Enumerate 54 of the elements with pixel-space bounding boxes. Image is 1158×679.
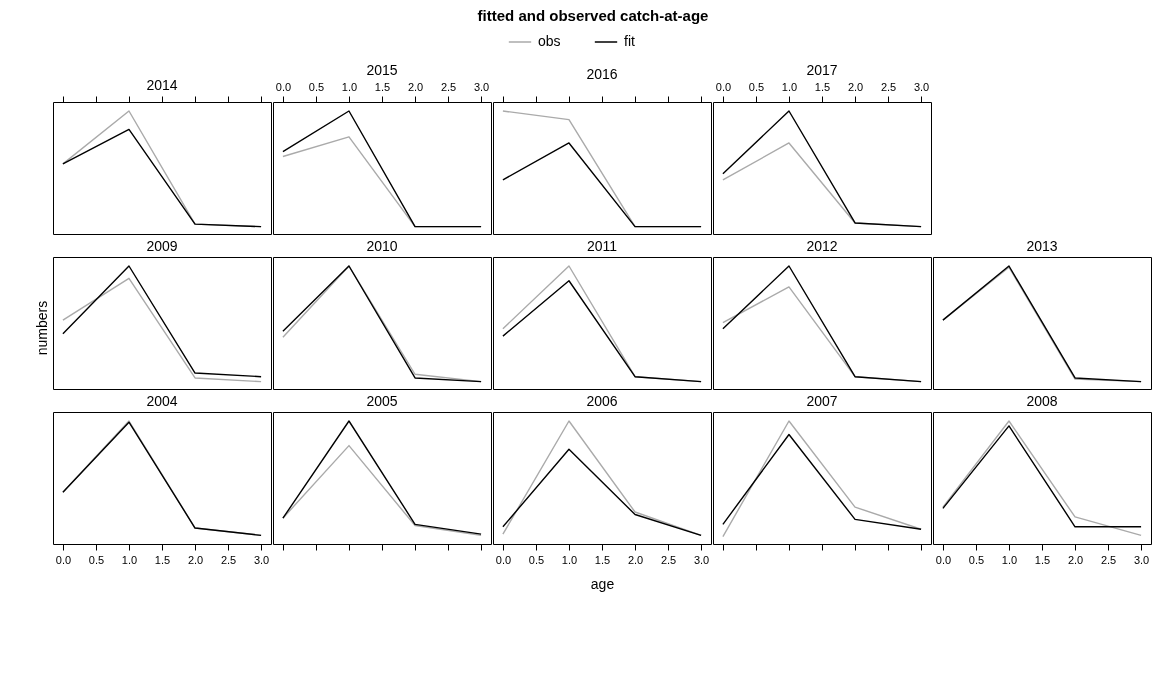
x-tick-label: 0.0 [275,80,292,93]
x-tick-label: 1.0 [781,80,798,93]
chart-title: 2005 [366,393,398,409]
text: fitted and observed catch-at-age [477,6,709,24]
legend-label: fit [624,33,635,49]
chart-title: 2010 [366,238,398,254]
x-tick-label: 3.0 [473,80,490,93]
x-tick-label: 2.5 [440,80,457,93]
chart-title: 2014 [146,76,178,93]
x-tick-label: 2.0 [187,553,204,566]
chart-title: 2006 [586,393,618,409]
x-tick-label: 2.5 [1100,553,1117,566]
x-tick-label: 0.0 [715,80,732,93]
chart-title: 2008 [1026,393,1058,409]
x-tick-label: 2.5 [880,80,897,93]
x-tick-label: 1.5 [1034,553,1051,566]
x-tick-label: 1.0 [561,553,578,566]
x-tick-label: 2.5 [660,553,677,566]
chart-title: 2013 [1026,238,1058,254]
x-tick-label: 1.0 [1001,553,1018,566]
x-tick-label: 2.0 [1067,553,1084,566]
x-tick-label: 1.5 [814,80,831,93]
x-tick-label: 1.5 [594,553,611,566]
x-tick-label: 3.0 [913,80,930,93]
chart-title: 2016 [586,66,618,82]
x-tick-label: 0.0 [55,553,72,566]
x-tick-label: 0.5 [748,80,765,93]
x-tick-label: 2.0 [627,553,644,566]
x-tick-label: 0.5 [528,553,545,566]
x-tick-label: 3.0 [253,553,270,566]
chart-title: 2017 [806,62,838,78]
chart-title: 2011 [586,238,618,254]
x-tick-label: 1.0 [121,553,138,566]
x-tick-label: 1.5 [154,553,171,566]
y-axis-title: numbers [33,300,50,356]
legend-label: obs [538,33,561,49]
chart-title: 2015 [366,62,398,78]
x-tick-label: 1.0 [341,80,358,93]
chart-title: 2007 [806,393,838,409]
chart-title: 2012 [806,238,838,254]
x-tick-label: 3.0 [1133,553,1150,566]
x-tick-label: 1.5 [374,80,391,93]
x-tick-label: 0.5 [308,80,325,93]
chart-title: 2009 [146,238,178,254]
x-tick-label: 0.0 [495,553,512,566]
x-tick-label: 0.0 [935,553,952,566]
x-tick-label: 2.5 [220,553,237,566]
x-tick-label: 2.0 [847,80,864,93]
x-tick-label: 0.5 [968,553,985,566]
x-tick-label: 2.0 [407,80,424,93]
x-tick-label: 0.5 [88,553,105,566]
x-tick-label: 3.0 [693,553,710,566]
chart-title: 2004 [146,393,178,409]
x-axis-title: age [590,575,615,592]
